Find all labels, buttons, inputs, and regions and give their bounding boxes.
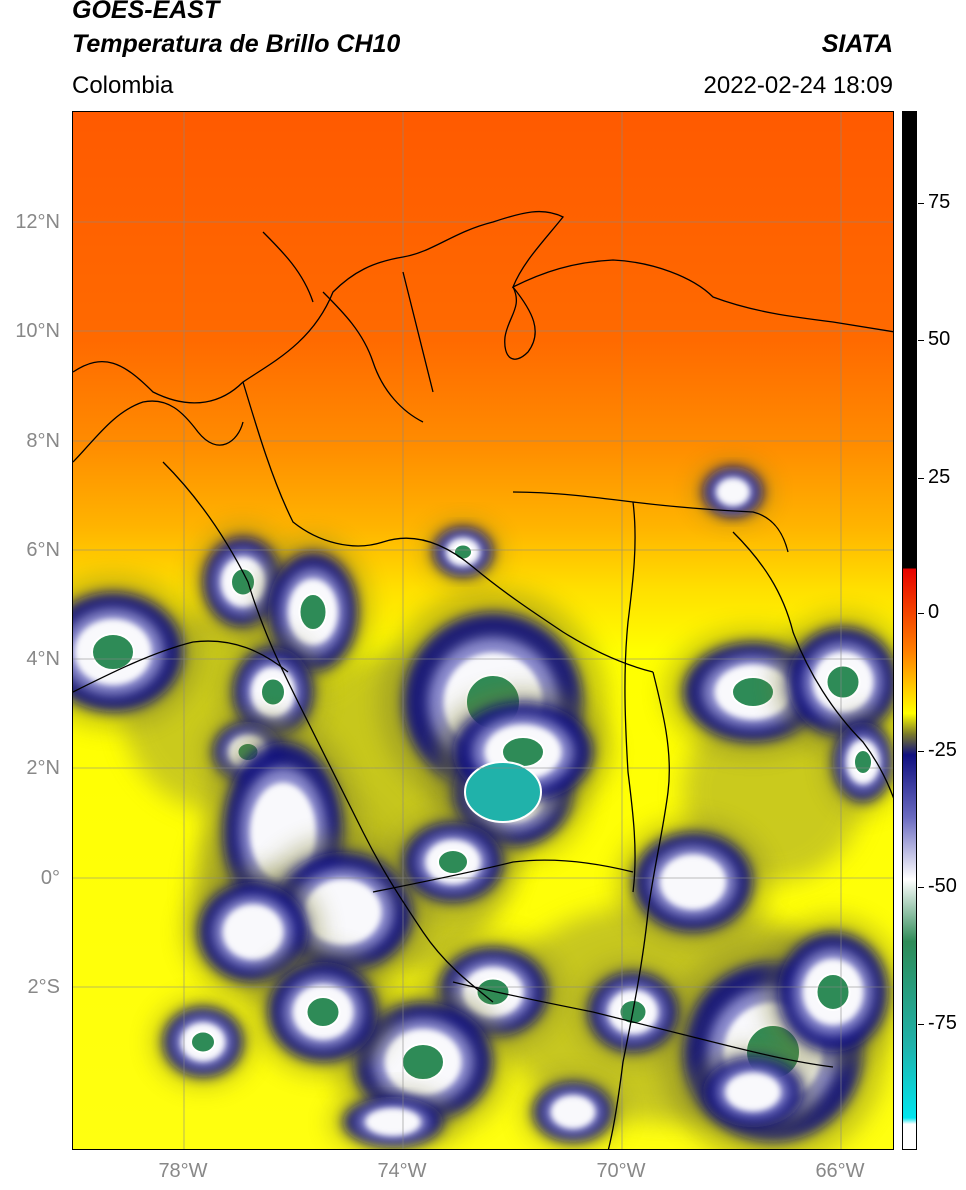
lat-label-2s: 2°S (27, 976, 60, 998)
cloud-core (731, 676, 775, 708)
product-title: Temperatura de Brillo CH10 (72, 30, 401, 58)
cloud-core (190, 1030, 216, 1054)
cloud-core (401, 1043, 445, 1081)
cloud-core (230, 567, 256, 597)
cloud-core (815, 973, 851, 1011)
satellite-title: GOES-EAST (72, 0, 220, 24)
lon-label-70w: 70°W (596, 1160, 646, 1182)
colorbar-tick (918, 340, 924, 341)
lat-label-12n: 12°N (15, 211, 60, 233)
lat-label-4n: 4°N (26, 648, 60, 670)
colorbar-tick (918, 613, 924, 614)
cloud-core (825, 664, 861, 700)
colorbar-tick (918, 1024, 924, 1025)
colorbar-label-25: 25 (928, 466, 951, 488)
lat-label-6n: 6°N (26, 539, 60, 561)
cloud-layer (551, 1095, 595, 1129)
lon-label-78w: 78°W (158, 1160, 208, 1182)
cloud-layer (222, 904, 284, 960)
colorbar-label-minus50: -50 (928, 875, 957, 897)
agency-label: SIATA (821, 30, 893, 58)
brightness-temperature-map (73, 112, 893, 1149)
cloud-core (91, 633, 135, 671)
cloud-core (298, 593, 328, 631)
colorbar-tick (918, 887, 924, 888)
lon-label-74w: 74°W (377, 1160, 427, 1182)
datetime-label: 2022-02-24 18:09 (703, 72, 894, 99)
convective-clouds (73, 460, 893, 1149)
lat-label-10n: 10°N (15, 320, 60, 342)
colorbar-label-0: 0 (928, 601, 940, 623)
cloud-core (305, 996, 341, 1028)
colorbar-tick (918, 751, 924, 752)
cloud-layer (716, 478, 750, 506)
colorbar-label-minus25: -25 (928, 739, 957, 761)
colorbar-label-minus75: -75 (928, 1012, 957, 1034)
cloud-core (453, 543, 473, 561)
region-label: Colombia (72, 72, 174, 99)
cloud-layer (365, 1108, 421, 1136)
cloud-core (475, 977, 511, 1007)
lat-label-0: 0° (40, 867, 60, 889)
cloud-layer (725, 1072, 781, 1112)
cloud-core (853, 749, 873, 775)
coastlines-borders (73, 210, 893, 1149)
cloud-layer (660, 854, 726, 910)
colorbar-label-75: 75 (928, 191, 951, 213)
lat-label-8n: 8°N (26, 430, 60, 452)
cloud-core (437, 849, 469, 875)
colorbar-tick (918, 203, 924, 204)
cloud-core (260, 677, 286, 707)
satellite-map[interactable] (72, 111, 894, 1150)
graticule (73, 112, 893, 1149)
lat-label-2n: 2°N (26, 757, 60, 779)
cloud-core-coldest (464, 761, 542, 823)
colorbar-tick (918, 478, 924, 479)
colorbar (902, 111, 917, 1150)
colorbar-label-50: 50 (928, 328, 951, 350)
cloud-layer (304, 879, 382, 945)
lon-label-66w: 66°W (815, 1160, 865, 1182)
